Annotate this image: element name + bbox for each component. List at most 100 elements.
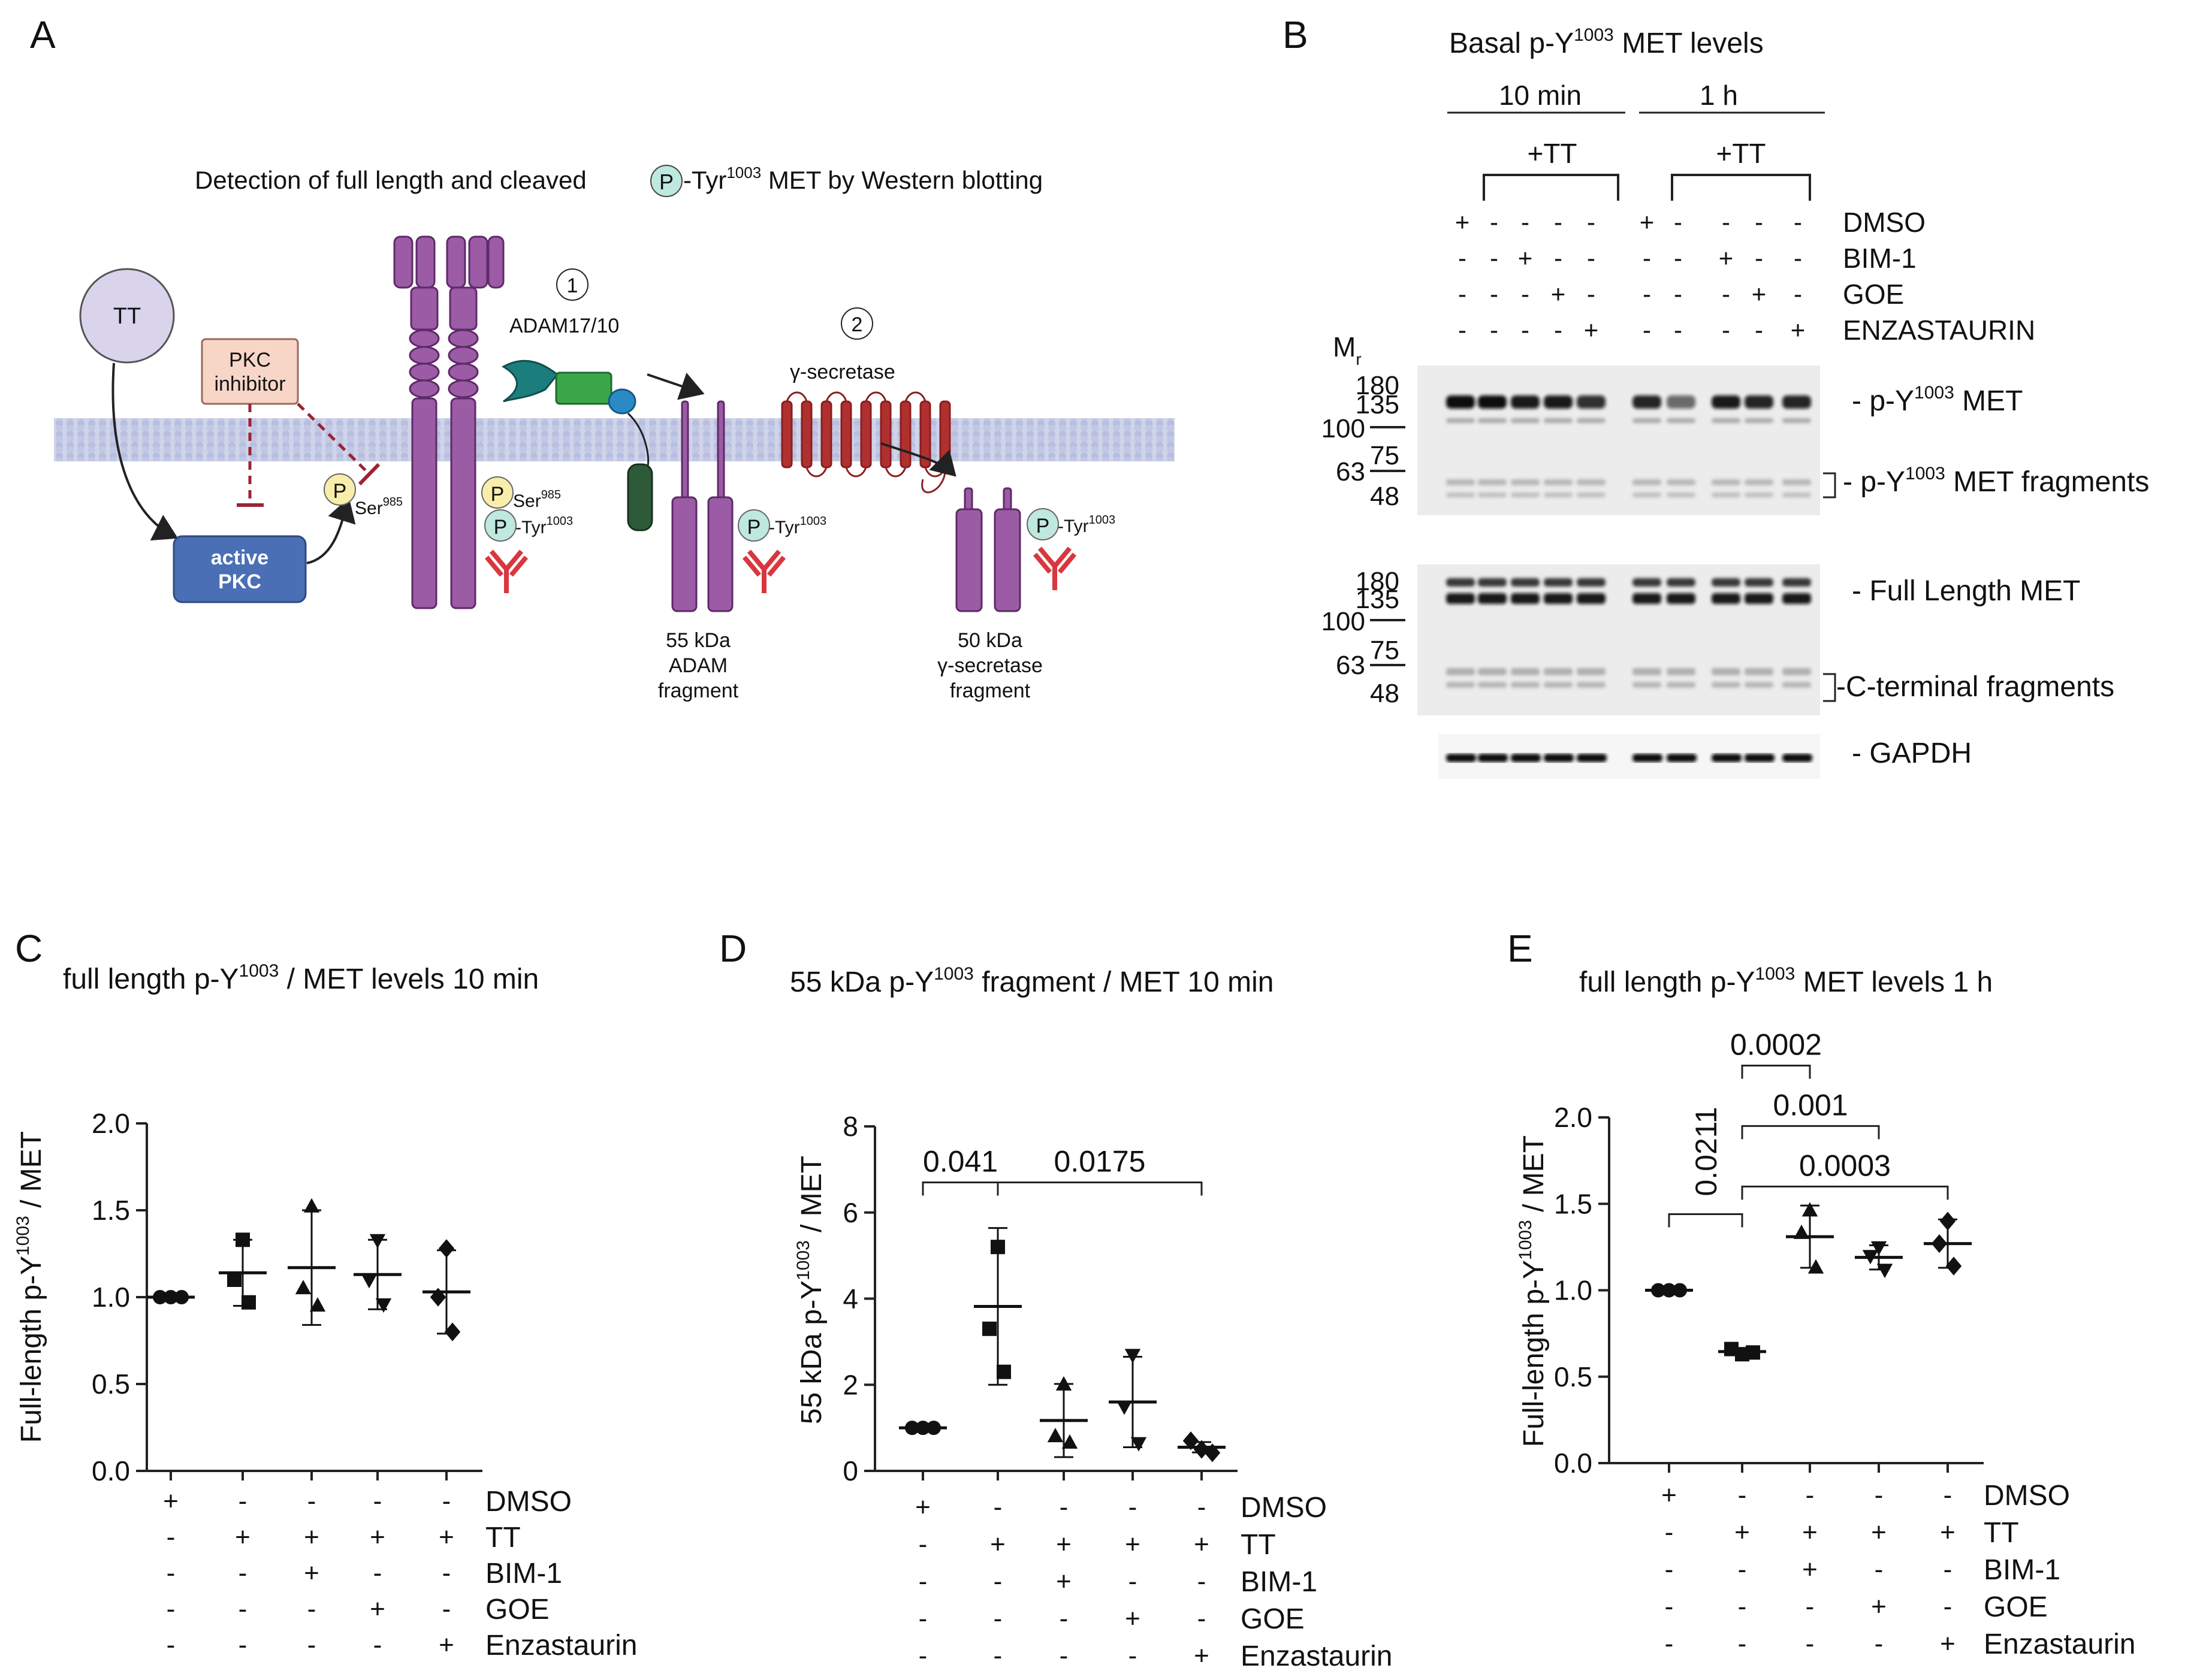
band-py-fragment [1511, 479, 1540, 485]
band-py-met-lower [1632, 418, 1661, 423]
band-py-fragment [1544, 492, 1573, 497]
condition-sign: - [1197, 1567, 1206, 1596]
data-point [1204, 1443, 1221, 1463]
band-py-met-lower [1667, 418, 1695, 423]
band-cterm [1446, 682, 1475, 688]
y-tick-label: 2 [843, 1369, 858, 1400]
condition-sign: - [1806, 1629, 1815, 1658]
condition-sign: - [919, 1567, 928, 1596]
band-cterm [1577, 682, 1606, 688]
group-2 [219, 1232, 267, 1310]
significance-bracket: 0.0211 [1668, 1107, 1743, 1228]
blot-sign: - [1643, 280, 1651, 308]
treatment-label: ENZASTAURIN [1843, 315, 2035, 346]
treatment-label: GOE [1843, 279, 1904, 310]
label-py-met: - p-Y1003 MET [1852, 383, 2023, 417]
panel-a-title: Detection of full length and cleaved [195, 166, 587, 194]
data-point [1673, 1283, 1687, 1298]
blot-sign: - [1722, 280, 1730, 308]
y-tick-label: 2.0 [1554, 1102, 1592, 1133]
condition-sign: - [239, 1594, 248, 1624]
significance-bracket: 0.0002 [1730, 1028, 1822, 1079]
band-cterm [1511, 668, 1540, 675]
data-point [242, 1295, 256, 1310]
band-py-met-lower [1446, 418, 1475, 423]
band-py-met-lower [1782, 418, 1811, 423]
condition-sign: + [1056, 1567, 1072, 1596]
band-cterm [1446, 668, 1475, 675]
y-tick-label: 0.5 [92, 1368, 130, 1400]
adam-cys-domain-icon [608, 388, 636, 415]
condition-sign: - [1738, 1480, 1747, 1510]
band-py-met-lower [1577, 418, 1606, 423]
band-full-length-upper [1577, 578, 1606, 587]
mw-marker-label: 48 [1370, 679, 1399, 708]
phospho-icon [650, 165, 683, 197]
gamma-secretase-icon [781, 391, 951, 494]
condition-sign: - [1875, 1629, 1884, 1658]
label-py-fragments: - p-Y1003 MET fragments [1843, 464, 2149, 498]
blot-sign: - [1458, 316, 1466, 344]
panel-c-title: full length p-Y1003 / MET levels 10 min [63, 961, 539, 995]
treatment-label: BIM-1 [1843, 243, 1917, 274]
blot-sign: - [1643, 244, 1651, 272]
condition-sign: - [307, 1630, 316, 1660]
group-4 [1109, 1349, 1157, 1452]
panel-d-title: 55 kDa p-Y1003 fragment / MET 10 min [790, 964, 1274, 998]
condition-sign: + [1802, 1555, 1818, 1584]
band-gapdh [1511, 754, 1541, 762]
mr-label: Mr [1333, 331, 1362, 368]
step1-circle [556, 268, 589, 301]
antibody-icon-2 [742, 549, 786, 593]
band-py-met-lower [1745, 418, 1773, 423]
band-gapdh [1446, 754, 1476, 762]
band-py-fragment [1712, 479, 1740, 485]
band-full-length-main [1544, 593, 1573, 604]
phospho-tyr-p-2: P [747, 516, 761, 539]
band-cterm [1511, 682, 1540, 688]
panel-a: A Detection of full length and cleaved P… [30, 13, 1175, 702]
tt-bracket-2 [1671, 174, 1811, 201]
band-gapdh [1712, 754, 1742, 762]
tt-group-1: +TT [1527, 138, 1577, 169]
blot-sign: - [1587, 244, 1595, 272]
blot-sign: + [1584, 316, 1599, 344]
condition-sign: + [439, 1630, 454, 1660]
data-point [1061, 1434, 1078, 1449]
fragment1-line1: 55 kDa [666, 629, 731, 652]
band-py-fragment [1712, 492, 1740, 497]
phospho-tyr-icon-2 [738, 509, 770, 542]
condition-sign: - [373, 1486, 382, 1516]
condition-sign: - [1875, 1555, 1884, 1584]
band-py-met [1632, 395, 1661, 409]
band-full-length-main [1478, 593, 1507, 604]
fragment1-line3: fragment [658, 679, 739, 702]
band-py-met-lower [1544, 418, 1573, 423]
mw-marker-label: 100 [1321, 414, 1365, 443]
band-py-met-lower [1511, 418, 1540, 423]
condition-sign: - [167, 1522, 176, 1552]
blot-sign: + [1551, 280, 1566, 308]
panel-c: C full length p-Y1003 / MET levels 10 mi… [13, 927, 637, 1661]
band-py-fragment [1577, 479, 1606, 485]
blot-sign: - [1490, 316, 1498, 344]
blot-sign: - [1554, 208, 1562, 236]
mw-marker-label: 180 [1356, 567, 1399, 596]
panel-e-title: full length p-Y1003 MET levels 1 h [1579, 964, 1993, 998]
time-10min: 10 min [1499, 80, 1582, 111]
blot-sign: - [1722, 208, 1730, 236]
condition-sign: - [1806, 1480, 1815, 1510]
condition-sign: + [439, 1522, 454, 1552]
group-3 [1786, 1202, 1834, 1274]
condition-sign: + [915, 1492, 931, 1522]
step2-circle [841, 307, 873, 340]
band-py-met [1511, 395, 1540, 409]
condition-sign: - [1944, 1555, 1953, 1584]
condition-label: Enzastaurin [485, 1630, 637, 1661]
band-py-fragment [1446, 479, 1475, 485]
condition-table: + - - - - DMSO - + + + + TT - - + - - BIM-1 - - - + - GOE - - - - + E… [1661, 1480, 2135, 1660]
condition-sign: - [994, 1492, 1003, 1522]
group-1 [147, 1290, 195, 1304]
data-point [1746, 1345, 1760, 1360]
group-5 [423, 1239, 470, 1341]
